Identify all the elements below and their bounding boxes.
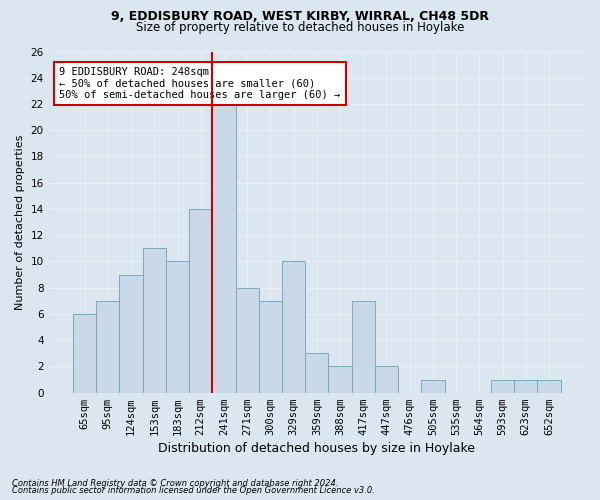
Text: 9 EDDISBURY ROAD: 248sqm
← 50% of detached houses are smaller (60)
50% of semi-d: 9 EDDISBURY ROAD: 248sqm ← 50% of detach… (59, 67, 341, 100)
Y-axis label: Number of detached properties: Number of detached properties (15, 134, 25, 310)
Bar (328, 366, 352, 392)
Bar (375, 366, 398, 392)
Text: Contains HM Land Registry data © Crown copyright and database right 2024.: Contains HM Land Registry data © Crown c… (12, 478, 338, 488)
Bar (189, 209, 212, 392)
Bar (259, 301, 282, 392)
Bar (282, 262, 305, 392)
Bar (305, 354, 328, 393)
Bar (73, 314, 96, 392)
Bar (119, 274, 143, 392)
Bar (236, 288, 259, 393)
Bar (166, 262, 189, 392)
Text: Size of property relative to detached houses in Hoylake: Size of property relative to detached ho… (136, 21, 464, 34)
Bar (352, 301, 375, 392)
Bar (212, 104, 236, 393)
Bar (421, 380, 445, 392)
Bar (538, 380, 560, 392)
Bar (491, 380, 514, 392)
X-axis label: Distribution of detached houses by size in Hoylake: Distribution of detached houses by size … (158, 442, 475, 455)
Bar (514, 380, 538, 392)
Bar (143, 248, 166, 392)
Text: Contains public sector information licensed under the Open Government Licence v3: Contains public sector information licen… (12, 486, 375, 495)
Text: 9, EDDISBURY ROAD, WEST KIRBY, WIRRAL, CH48 5DR: 9, EDDISBURY ROAD, WEST KIRBY, WIRRAL, C… (111, 10, 489, 23)
Bar (96, 301, 119, 392)
